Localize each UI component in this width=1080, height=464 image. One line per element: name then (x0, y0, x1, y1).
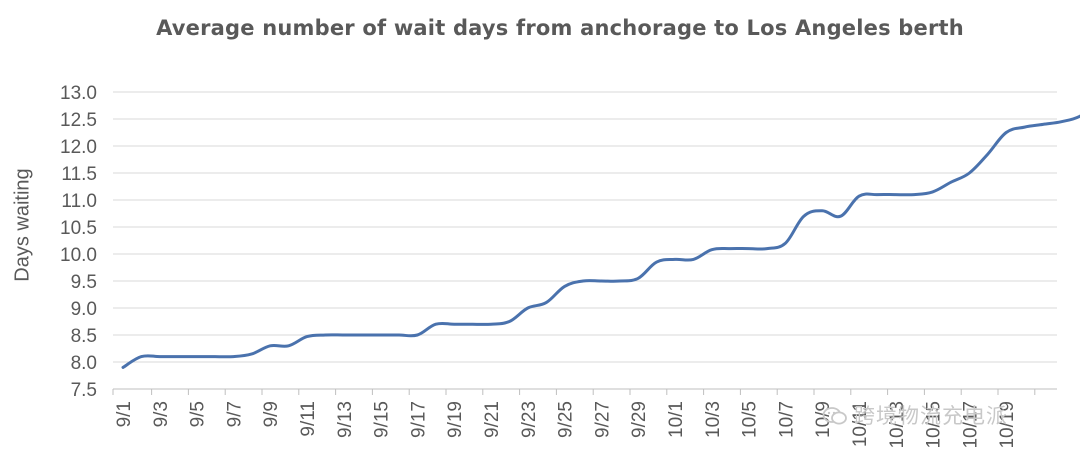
watermark: 跨境物流充电派 (822, 400, 1008, 430)
x-tick-label: 9/29 (629, 401, 650, 438)
wechat-icon (822, 407, 847, 425)
x-tick-label: 10/7 (776, 401, 797, 438)
x-tick-label: 9/1 (114, 401, 135, 427)
x-tick-label: 9/13 (335, 401, 356, 438)
x-tick-label: 9/11 (298, 401, 319, 437)
x-tick-label: 9/25 (556, 401, 577, 438)
y-tick-label: 10.5 (60, 218, 97, 239)
x-tick-label: 9/7 (224, 401, 245, 427)
x-tick-label: 10/19 (997, 401, 1018, 449)
x-tick-label: 9/17 (408, 401, 429, 438)
x-axis-ticks: 9/1 9/3 9/5 9/7 9/9 9/11 9/13 9/15 9/17 9/19 9/21 9… (114, 401, 1018, 449)
y-tick-label: 12.0 (60, 137, 97, 158)
y-tick-label: 9.0 (71, 299, 97, 320)
x-tick-label: 9/23 (519, 401, 540, 438)
x-tick-label: 10/17 (960, 401, 981, 449)
watermark-text: 跨境物流充电派 (854, 405, 1008, 428)
x-tick-label: 10/1 (666, 401, 687, 438)
x-tick-label: 10/5 (740, 401, 761, 438)
x-tick-label: 9/5 (188, 401, 209, 427)
y-tick-label: 11.0 (61, 191, 97, 212)
x-tick-label: 10/15 (924, 401, 945, 449)
x-tick-label: 9/15 (372, 401, 393, 438)
y-tick-label: 11.5 (61, 164, 97, 185)
x-tick-label: 9/27 (592, 401, 613, 438)
y-tick-label: 8.0 (71, 353, 97, 374)
x-tick-label: 9/3 (151, 401, 172, 427)
x-axis (112, 388, 1057, 395)
chart-title: Average number of wait days from anchora… (156, 16, 964, 40)
x-tick-label: 10/13 (887, 401, 908, 449)
series-group (121, 114, 1080, 369)
y-tick-label: 13.0 (60, 83, 97, 104)
y-axis-ticks: 7.5 8.0 8.5 9.0 9.5 10.0 10.5 11.0 11.5 12.0 12.5 1… (60, 83, 97, 401)
y-tick-label: 8.5 (71, 326, 97, 347)
y-tick-label: 7.5 (71, 380, 97, 401)
y-tick-label: 12.5 (60, 110, 97, 131)
y-tick-label: 9.5 (71, 272, 97, 293)
y-tick-label: 10.0 (60, 245, 97, 266)
gridlines (113, 91, 1057, 363)
x-tick-label: 9/19 (445, 401, 466, 438)
series-line (121, 114, 1080, 369)
x-tick-label: 10/11 (850, 401, 871, 447)
x-tick-label: 10/9 (813, 401, 834, 438)
x-tick-label: 10/3 (703, 401, 724, 438)
x-tick-label: 9/9 (261, 401, 282, 427)
x-tick-label: 9/21 (482, 401, 503, 438)
